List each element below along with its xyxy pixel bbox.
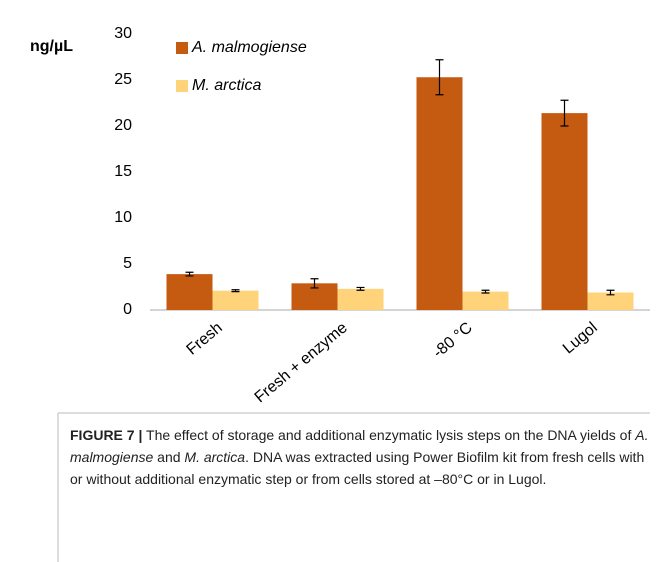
caption-text: . DNA was extracted using Power Biofilm … [70,449,645,487]
error-bar [435,59,444,96]
bar [462,291,509,310]
y-tick-label: 5 [123,255,132,272]
bar [416,77,463,311]
caption-species: M. arctica [184,449,246,465]
bar [587,292,634,310]
x-tick-label: -80 °C [430,319,476,361]
y-tick-label: 15 [114,163,132,180]
error-bar [231,289,240,293]
legend-swatch [176,80,188,92]
caption-text: The effect of storage and additional enz… [142,427,636,443]
error-bar [310,278,319,289]
y-tick-label: 25 [114,71,132,88]
error-bar [606,289,615,296]
error-bar [560,99,569,127]
caption-label: FIGURE 7 | [70,427,143,443]
y-tick-label: 10 [114,209,132,226]
x-tick-label: Lugol [560,319,601,357]
bar [212,290,259,310]
caption-text: and [153,449,185,465]
x-tick-label: Fresh [184,319,226,358]
caption-species: A. malmogiense [70,427,649,465]
y-tick-label: 20 [114,117,132,134]
x-tick-label: Fresh + enzyme [252,319,351,406]
error-bar [185,271,194,277]
y-tick-label: 0 [123,301,132,318]
y-tick-label: 30 [114,25,132,42]
error-bar [481,289,490,294]
caption: FIGURE 7 | The effect of storage and add… [70,424,655,490]
error-bar [356,286,365,291]
legend-label: M. arctica [192,77,261,94]
bar [337,288,384,310]
legend-label: A. malmogiense [191,39,307,56]
bar [541,113,588,311]
y-axis-label: ng/µL [30,38,73,55]
legend-swatch [176,42,188,54]
bar [166,274,213,310]
